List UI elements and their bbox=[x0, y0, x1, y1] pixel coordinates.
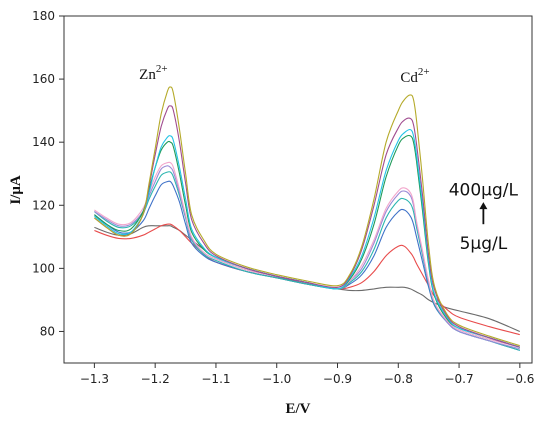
x-tick-label: −0.8 bbox=[384, 372, 413, 386]
x-tick-label: −1.2 bbox=[141, 372, 170, 386]
cd-label-base: Cd bbox=[400, 70, 418, 86]
series-line-1 bbox=[94, 225, 521, 333]
y-axis-ticks: 80 100 120 140 160 180 bbox=[32, 9, 64, 338]
y-tick-label: 100 bbox=[32, 261, 55, 275]
zn-peak-label: Zn2+ bbox=[139, 63, 167, 83]
cd-label-charge: 2+ bbox=[418, 66, 430, 78]
x-axis-title: E/V bbox=[285, 401, 310, 417]
series-line-10 bbox=[94, 86, 520, 347]
data-series-lines bbox=[94, 86, 521, 351]
y-tick-label: 120 bbox=[32, 198, 55, 212]
increase-arrow bbox=[479, 202, 488, 225]
series-line-8 bbox=[94, 128, 520, 348]
x-tick-label: −1.0 bbox=[262, 372, 291, 386]
arrow-head bbox=[479, 202, 488, 210]
y-tick-label: 180 bbox=[32, 9, 55, 23]
x-tick-label: −1.1 bbox=[201, 372, 230, 386]
concentration-high-label: 400μg/L bbox=[449, 181, 519, 201]
y-tick-label: 160 bbox=[32, 72, 55, 86]
series-line-4 bbox=[94, 171, 520, 351]
y-tick-label: 80 bbox=[40, 324, 55, 338]
concentration-low-label: 5μg/L bbox=[460, 234, 508, 254]
series-line-2 bbox=[94, 223, 520, 336]
x-tick-label: −0.7 bbox=[444, 372, 473, 386]
y-tick-label: 140 bbox=[32, 135, 55, 149]
cd-peak-label: Cd2+ bbox=[400, 66, 429, 86]
x-axis-ticks: −1.3 −1.2 −1.1 −1.0 −0.9 −0.8 −0.7 −0.6 bbox=[80, 363, 534, 386]
series-line-9 bbox=[94, 105, 520, 348]
x-tick-label: −0.6 bbox=[505, 372, 534, 386]
zn-label-charge: 2+ bbox=[156, 63, 168, 75]
x-tick-label: −1.3 bbox=[80, 372, 109, 386]
plot-frame bbox=[63, 15, 533, 364]
x-tick-label: −0.9 bbox=[323, 372, 352, 386]
zn-label-base: Zn bbox=[139, 67, 156, 83]
y-axis-title: I/μA bbox=[8, 175, 24, 205]
